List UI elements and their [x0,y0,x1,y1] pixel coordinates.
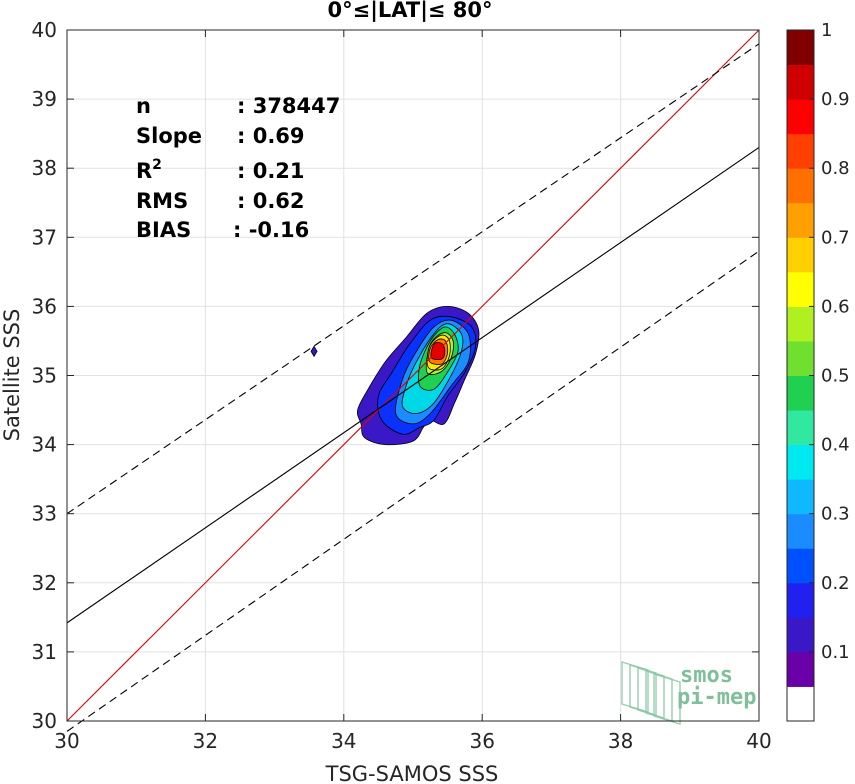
stat-value-slope: : 0.69 [237,124,305,148]
outlier-point [310,345,318,358]
stat-value-r: : 0.21 [237,159,305,183]
colorbar-tick-label: 0.6 [821,296,850,317]
logo-text-smos: smos [680,663,733,688]
colorbar-swatch [787,306,814,342]
colorbar-swatch [787,375,814,411]
colorbar-swatch [787,513,814,549]
colorbar-tick-label: 0.1 [821,642,850,663]
colorbar-swatch [787,168,814,204]
colorbar-swatch [787,582,814,618]
y-tick-label: 36 [32,294,57,318]
x-tick-label: 38 [608,729,633,753]
colorbar-swatch [787,617,814,653]
one-to-one-line [66,29,760,722]
chart-title: 0°≤|LAT|≤ 80° [327,0,492,23]
logo-wave-mark [653,673,681,725]
x-tick-label: 30 [54,729,79,753]
colorbar-swatch [787,340,814,376]
x-tick-label: 40 [746,729,771,753]
colorbar-swatch [787,651,814,687]
colorbar-swatch [787,548,814,584]
y-axis-label: Satellite SSS [0,309,24,442]
y-tick-label: 38 [32,156,57,180]
colorbar-swatch [787,99,814,135]
y-tick-label: 37 [32,225,57,249]
stat-value-n: : 378447 [237,94,340,118]
fit-lines [66,29,760,732]
colorbar-tick-label: 0.5 [821,366,850,387]
colorbar-swatch [787,479,814,515]
colorbar-swatch [787,686,814,722]
stat-value-rms: : 0.62 [237,189,305,213]
stat-superscript: 2 [152,157,162,173]
y-tick-label: 34 [32,433,57,457]
colorbar-swatch [787,410,814,446]
colorbar-tick-label: 0.4 [821,435,850,456]
logo-text-pi-mep: pi-mep [677,685,756,710]
colorbar-swatch [787,271,814,307]
colorbar-tick-label: 0.8 [821,158,850,179]
y-tick-label: 32 [32,571,57,595]
lower-bound-line [66,250,760,732]
x-tick-label: 34 [331,729,356,753]
colorbar-tick-label: 0.9 [821,89,850,110]
colorbar-tick-label: 0.3 [821,504,850,525]
y-tick-label: 39 [32,87,57,111]
y-tick-label: 30 [32,709,57,733]
upper-bound-line [66,43,760,515]
x-tick-label: 36 [469,729,494,753]
colorbar-tick-label: 0.2 [821,573,850,594]
stat-label-slope: Slope [136,124,202,148]
y-tick-label: 35 [32,364,57,388]
grid [66,29,760,722]
regression-line [66,147,760,624]
y-tick-label: 31 [32,640,57,664]
stat-label-rms: RMS [136,189,188,213]
colorbar: 0.1 0.2 0.3 0.4 0.5 0.6 0.7 0.8 0.9 1 [786,20,850,722]
x-axis-label: TSG-SAMOS SSS [325,762,499,784]
colorbar-tick-label: 0.7 [821,227,850,248]
colorbar-swatch [787,237,814,273]
stat-label-n: n [136,94,151,118]
y-tick-label: 33 [32,502,57,526]
colorbar-tick-label: 1 [821,20,832,41]
stat-value-bias: : -0.16 [233,218,309,242]
colorbar-swatch [787,133,814,169]
colorbar-swatch [787,30,814,66]
axes: 30 32 34 36 38 40 30 31 32 33 34 35 36 37 38 39 40 [32,18,772,753]
stat-label-bias: BIAS [136,218,191,242]
colorbar-swatch [787,64,814,100]
colorbar-swatch [787,202,814,238]
colorbar-swatch [787,444,814,480]
x-tick-label: 32 [193,729,218,753]
y-tick-label: 40 [32,18,57,42]
